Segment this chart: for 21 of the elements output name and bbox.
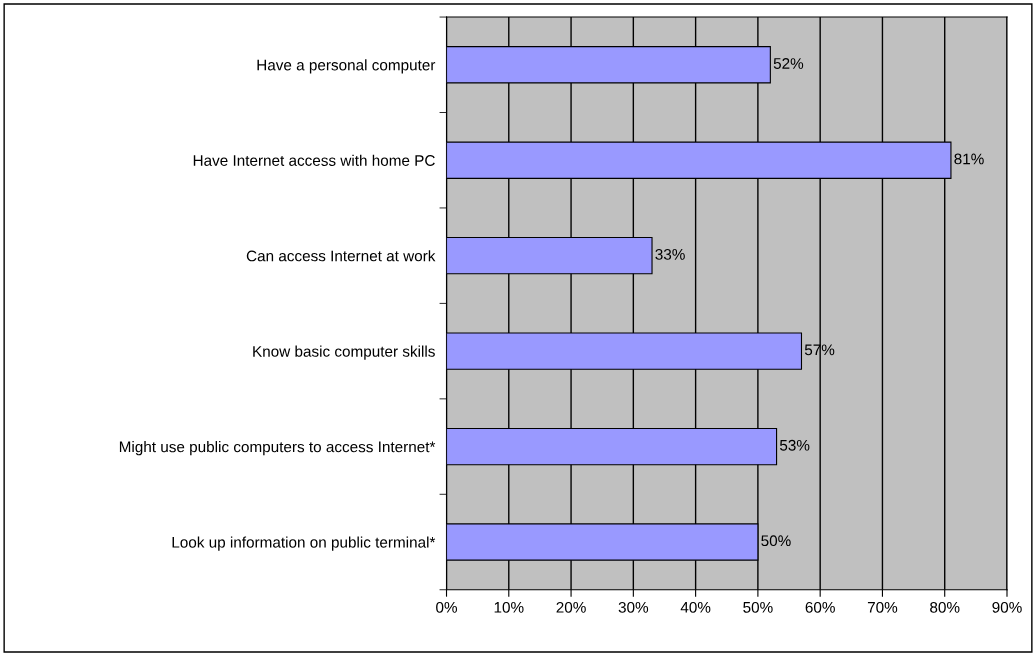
data-label: 53%: [779, 439, 810, 451]
y-tick-label: Might use public computers to access Internet*: [119, 441, 436, 456]
x-tick-label: 80%: [930, 601, 960, 613]
data-label: 81%: [954, 153, 984, 165]
x-tick-label: 20%: [556, 601, 586, 613]
data-label: 52%: [773, 58, 804, 69]
data-label: 33%: [655, 248, 685, 260]
y-tick-label: Know basic computer skills: [253, 345, 435, 360]
y-tick-label: Have Internet access with home PC: [193, 154, 435, 166]
x-tick-label: 40%: [680, 601, 711, 613]
y-tick-label: Look up information on public terminal*: [172, 536, 436, 551]
x-tick-label: 10%: [494, 601, 524, 613]
x-tick-label: 50%: [743, 601, 773, 613]
x-tick-label: 0%: [436, 601, 458, 613]
data-label: 50%: [761, 535, 791, 547]
x-tick-label: 30%: [618, 601, 649, 613]
y-tick-label: Can access Internet at work: [246, 250, 436, 262]
x-tick-label: 70%: [867, 601, 898, 613]
x-tick-label: 60%: [805, 601, 835, 613]
y-tick-label: Have a personal computer: [257, 59, 436, 74]
x-tick-label: 90%: [992, 601, 1022, 613]
